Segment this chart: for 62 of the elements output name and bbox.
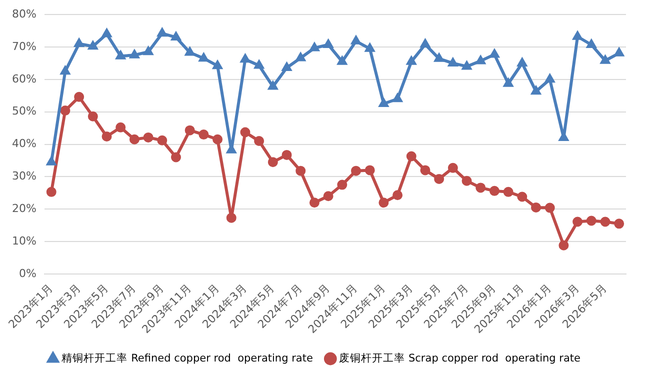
point [614, 218, 624, 229]
point [296, 166, 306, 176]
point [184, 125, 195, 136]
point [586, 216, 596, 226]
point [351, 36, 361, 44]
point [143, 132, 154, 142]
point [434, 174, 444, 184]
point [310, 42, 319, 52]
point [392, 190, 403, 200]
point [198, 130, 209, 140]
y-tick-label: 50% [12, 104, 36, 118]
point [46, 186, 56, 197]
point [378, 198, 389, 208]
point [558, 240, 569, 250]
y-tick-label: 70% [12, 40, 36, 53]
point [350, 166, 361, 176]
point [240, 127, 250, 138]
point [517, 192, 528, 202]
y-tick-label: 60% [12, 72, 36, 86]
point [171, 32, 181, 41]
point [323, 191, 334, 202]
point [600, 216, 610, 227]
point [490, 49, 499, 58]
point [503, 186, 514, 197]
point [309, 198, 320, 208]
y-tick-label: 30% [12, 170, 36, 183]
legend-label: 精铜杆开工率 Refined copper rod operating rate [62, 351, 313, 364]
point [212, 134, 223, 144]
point [226, 212, 236, 223]
point [364, 165, 375, 176]
point [254, 60, 264, 69]
point [268, 157, 278, 168]
y-tick-label: 0% [18, 266, 36, 280]
point [476, 56, 486, 64]
point [46, 157, 56, 166]
point [420, 165, 430, 176]
point [462, 61, 472, 70]
point [572, 216, 583, 227]
point [170, 152, 181, 162]
point [462, 176, 472, 186]
point [157, 135, 168, 146]
point [337, 180, 348, 190]
point [448, 162, 458, 173]
y-tick-label: 20% [12, 202, 36, 215]
point [74, 92, 84, 102]
point [254, 136, 264, 146]
point [489, 186, 500, 196]
point [116, 122, 126, 132]
y-tick-label: 40% [12, 137, 36, 150]
point [476, 182, 486, 193]
point [544, 202, 555, 213]
point [60, 106, 70, 116]
y-tick-label: 80% [12, 7, 36, 20]
point [406, 151, 416, 162]
legend-label: 废铜杆开工率 Scrap copper rod operating rate [339, 351, 581, 364]
point [102, 131, 112, 142]
point [531, 86, 541, 95]
point [531, 202, 541, 212]
point [129, 134, 140, 144]
point [88, 111, 98, 122]
y-tick-label: 10% [12, 234, 36, 248]
point [282, 150, 292, 160]
